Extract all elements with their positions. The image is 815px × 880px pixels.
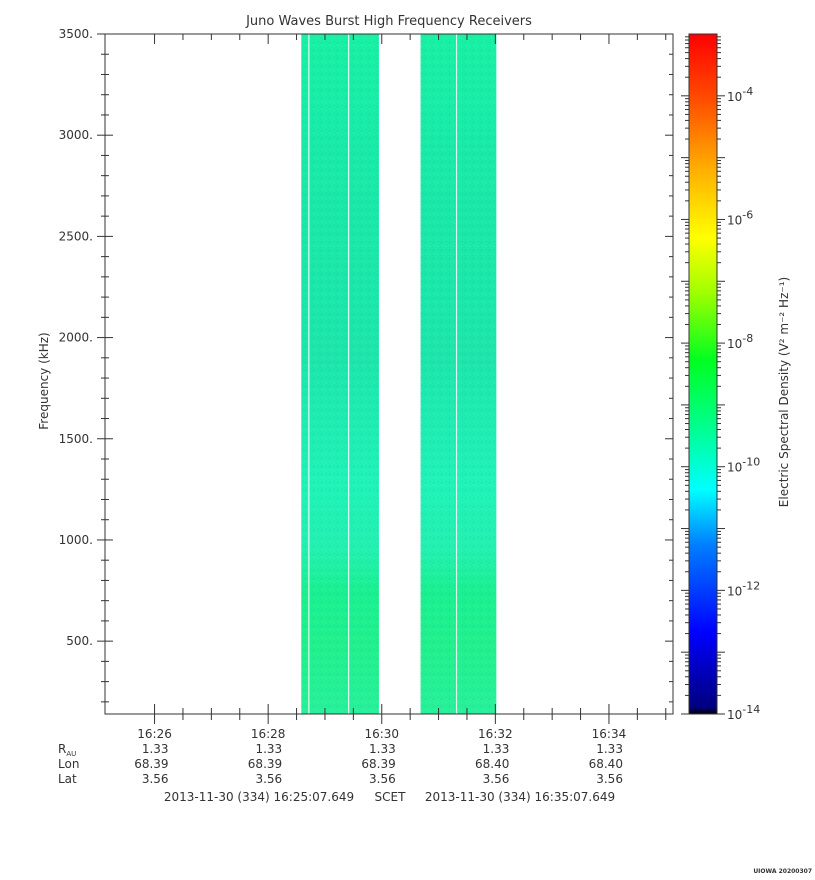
- time-range-end: 2013-11-30 (334) 16:35:07.649: [425, 790, 615, 804]
- y-axis-label: Frequency (kHz): [37, 332, 51, 429]
- y-axis: 500. 1000. 1500. 2000. 2500. 3000. 3500.: [59, 27, 673, 703]
- colorbar-tick-exponent: -4: [742, 85, 753, 98]
- colorbar-tick-exponent: -10: [742, 456, 760, 469]
- plot-area: [301, 34, 497, 714]
- ephemeris-value: 1.33: [596, 742, 623, 756]
- ephemeris-value: 3.56: [369, 772, 396, 786]
- ephemeris-value: 3.56: [255, 772, 282, 786]
- colorbar-tick-base: 10: [727, 337, 742, 351]
- colorbar-label: Electric Spectral Density (V² m⁻² Hz⁻¹): [777, 277, 791, 507]
- colorbar-tick-exponent: -12: [742, 579, 760, 592]
- data-band-texture-2: [420, 34, 497, 714]
- ephemeris-table: RAU 1.33 1.33 1.33 1.33 1.33 Lon 68.39 68.39 68.3…: [58, 742, 623, 786]
- x-tick-label: 16:32: [478, 727, 513, 741]
- ephemeris-value: 3.56: [596, 772, 623, 786]
- ephemeris-value: 3.56: [142, 772, 169, 786]
- time-range-label: SCET: [375, 790, 407, 804]
- colorbar-tick-label: 10-8: [727, 332, 753, 351]
- ephemeris-row-label-subscript: AU: [66, 750, 76, 758]
- ephemeris-row-label: Lon: [58, 757, 79, 771]
- ephemeris-value: 68.40: [475, 757, 509, 771]
- colorbar-tick-base: 10: [727, 90, 742, 104]
- data-band-texture-1: [301, 34, 379, 714]
- y-tick-label: 2000.: [59, 331, 93, 345]
- y-tick-label: 1500.: [59, 432, 93, 446]
- ephemeris-value: 68.39: [134, 757, 168, 771]
- ephemeris-value: 68.40: [589, 757, 623, 771]
- colorbar-tick-label: 10-10: [727, 456, 760, 475]
- colorbar-tick-label: 10-12: [727, 579, 760, 598]
- colorbar-tick-label: 10-4: [727, 85, 753, 104]
- ephemeris-value: 68.39: [248, 757, 282, 771]
- x-tick-label: 16:28: [251, 727, 286, 741]
- y-tick-label: 3500.: [59, 27, 93, 41]
- colorbar-tick-exponent: -6: [742, 208, 753, 221]
- colorbar-tick-label: 10-14: [727, 703, 760, 722]
- y-tick-label: 1000.: [59, 533, 93, 547]
- uiowa-stamp: UIOWA 20200307: [753, 868, 812, 875]
- colorbar-tick-base: 10: [727, 584, 742, 598]
- x-tick-label: 16:26: [137, 727, 172, 741]
- colorbar-tick-base: 10: [727, 708, 742, 722]
- x-tick-label: 16:30: [364, 727, 399, 741]
- ephemeris-value: 1.33: [142, 742, 169, 756]
- ephemeris-value: 3.56: [483, 772, 510, 786]
- time-range-start: 2013-11-30 (334) 16:25:07.649: [164, 790, 354, 804]
- chart-title: Juno Waves Burst High Frequency Receiver…: [245, 14, 532, 29]
- y-tick-label: 2500.: [59, 229, 93, 243]
- ephemeris-value: 68.39: [361, 757, 395, 771]
- ephemeris-value: 1.33: [369, 742, 396, 756]
- colorbar-tick-label: 10-6: [727, 208, 753, 227]
- x-tick-label: 16:34: [592, 727, 627, 741]
- ephemeris-row-label: RAU: [58, 742, 76, 758]
- colorbar-tick-base: 10: [727, 461, 742, 475]
- colorbar-tick-base: 10: [727, 213, 742, 227]
- ephemeris-value: 1.33: [483, 742, 510, 756]
- colorbar-tick-exponent: -14: [742, 703, 760, 716]
- colorbar: [688, 33, 718, 715]
- ephemeris-row-label: Lat: [58, 772, 77, 786]
- ephemeris-value: 1.33: [255, 742, 282, 756]
- y-tick-label: 500.: [66, 634, 93, 648]
- y-tick-label: 3000.: [59, 128, 93, 142]
- plot-frame: [104, 33, 674, 715]
- x-axis: 16:26 16:28 16:30 16:32 16:34: [137, 34, 667, 741]
- colorbar-tick-exponent: -8: [742, 332, 753, 345]
